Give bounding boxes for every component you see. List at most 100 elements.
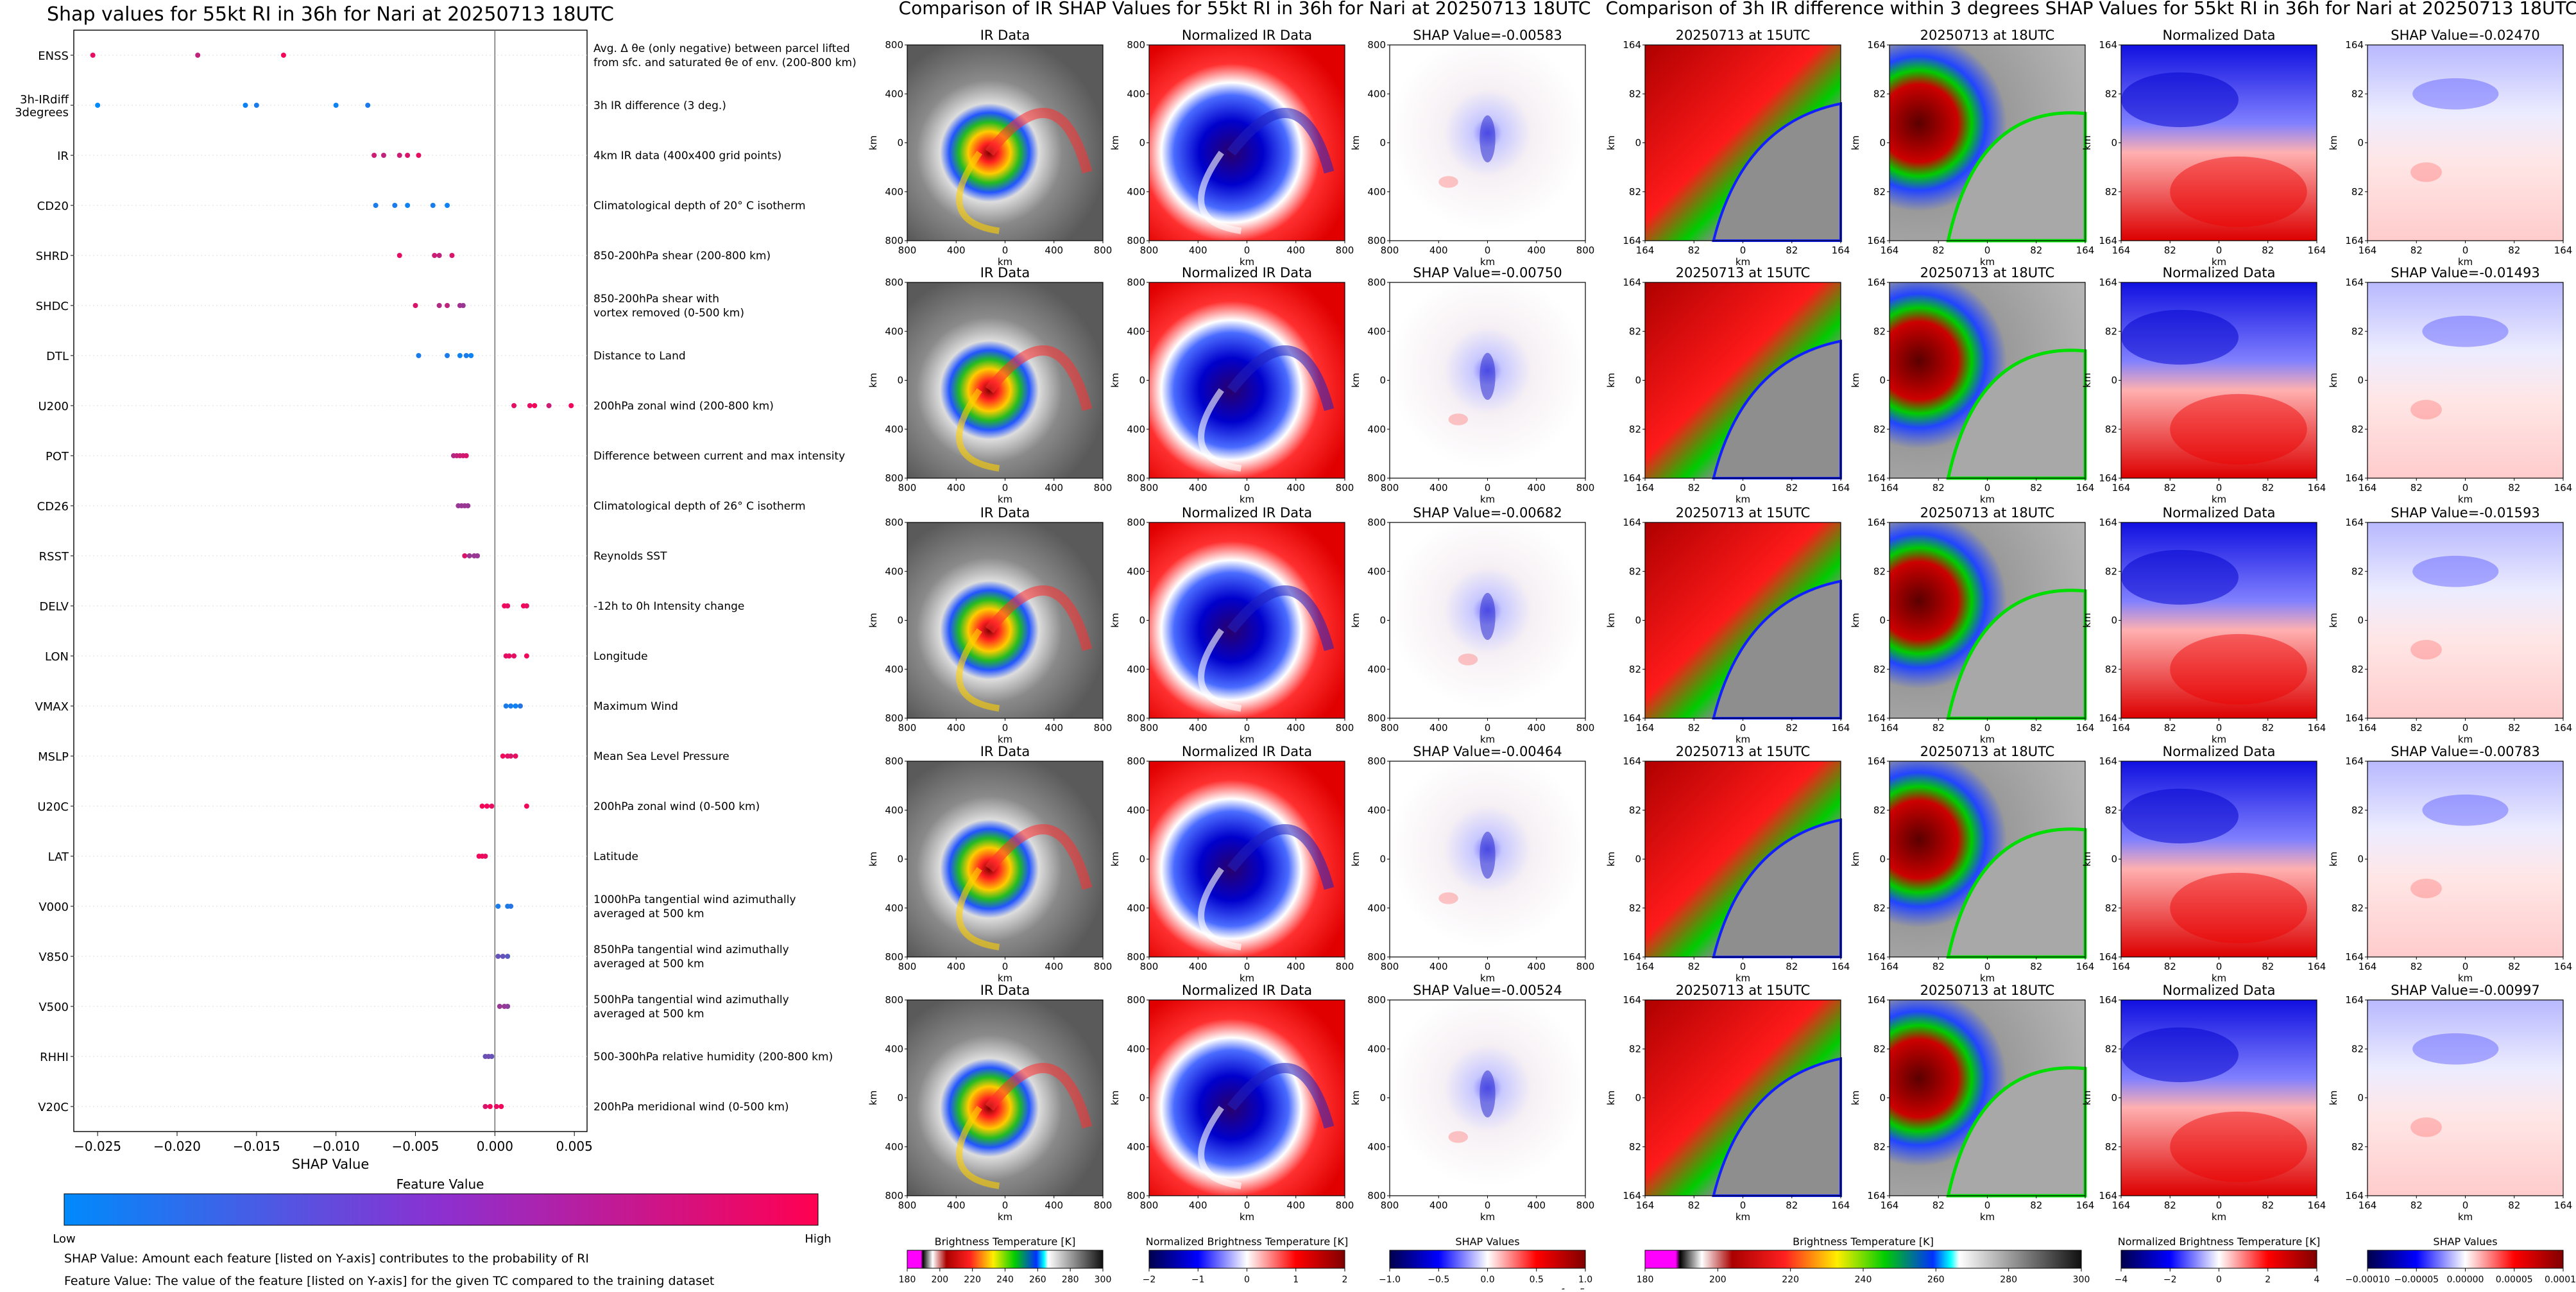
shap-blob bbox=[2410, 879, 2442, 899]
feature-label: CD26 bbox=[37, 500, 69, 513]
feature-label: V850 bbox=[38, 951, 69, 964]
x-tick-label: 0.000 bbox=[477, 1139, 513, 1154]
feature-label: LON bbox=[45, 650, 69, 664]
colorbar-tick-label: 1 bbox=[1293, 1275, 1299, 1285]
y-tick-label: 0 bbox=[2357, 137, 2364, 149]
shap-blob bbox=[2410, 1117, 2442, 1137]
x-tick-label: 800 bbox=[1576, 722, 1595, 734]
x-tick-label: 82 bbox=[2508, 245, 2520, 256]
x-axis-unit: km bbox=[1240, 494, 1254, 505]
x-tick-label: 164 bbox=[1881, 482, 1899, 494]
shap-hotspot bbox=[1480, 353, 1495, 400]
x-axis-unit: km bbox=[1736, 494, 1750, 505]
y-tick-label: 800 bbox=[885, 277, 903, 288]
x-tick-label: 0 bbox=[1485, 722, 1491, 734]
colorbar-tick-label: 180 bbox=[899, 1275, 916, 1285]
x-tick-label: 0 bbox=[2216, 245, 2222, 256]
y-tick-label: 82 bbox=[2351, 1141, 2364, 1153]
y-tick-label: 0 bbox=[1139, 137, 1145, 149]
panel-title: Normalized IR Data bbox=[1182, 505, 1312, 521]
x-tick-label: 400 bbox=[947, 245, 966, 256]
y-tick-label: 400 bbox=[885, 1043, 903, 1055]
x-tick-label: 0 bbox=[1002, 961, 1009, 972]
shap-blob bbox=[2410, 400, 2442, 420]
shap-point bbox=[511, 403, 516, 408]
plot-frame bbox=[74, 30, 587, 1132]
y-tick-label: 82 bbox=[2105, 424, 2117, 435]
shap-hotspot bbox=[1480, 593, 1495, 640]
y-tick-label: 82 bbox=[1629, 664, 1641, 675]
shap-point bbox=[195, 53, 200, 58]
norm-blob bbox=[2121, 1028, 2239, 1082]
x-tick-label: 800 bbox=[1576, 961, 1595, 972]
shap-point bbox=[392, 203, 397, 208]
x-tick-label: 400 bbox=[1045, 961, 1063, 972]
y-tick-label: 400 bbox=[885, 424, 903, 435]
feature-description: Longitude bbox=[593, 650, 648, 663]
x-axis-unit: km bbox=[2212, 1211, 2226, 1223]
x-tick-label: 82 bbox=[2262, 722, 2274, 734]
x-tick-label: 400 bbox=[1429, 482, 1448, 494]
x-tick-label: 0 bbox=[2462, 1200, 2469, 1211]
x-tick-label: 400 bbox=[947, 961, 966, 972]
shap-point bbox=[416, 353, 421, 358]
y-axis-unit: km bbox=[1109, 852, 1121, 866]
y-tick-label: 0 bbox=[1379, 854, 1386, 865]
y-axis-unit: km bbox=[1109, 373, 1121, 388]
y-tick-label: 82 bbox=[1873, 1043, 1886, 1055]
shap-point bbox=[416, 153, 421, 158]
colorbar-label: SHAP Values bbox=[2433, 1236, 2497, 1248]
colorbar-label: Normalized Brightness Temperature [K] bbox=[1146, 1236, 1349, 1248]
shap-point bbox=[468, 353, 473, 358]
colorbar-tick-label: 0 bbox=[1244, 1275, 1250, 1285]
y-axis-unit: km bbox=[2328, 1090, 2339, 1105]
colorbar-label: Brightness Temperature [K] bbox=[935, 1236, 1076, 1248]
feature-label: SHRD bbox=[36, 250, 69, 263]
x-tick-label: 800 bbox=[1094, 482, 1113, 494]
shap-point bbox=[524, 653, 529, 659]
y-axis-unit: km bbox=[1109, 1090, 1121, 1105]
y-tick-label: 0 bbox=[1379, 1092, 1386, 1104]
colorbar-high-label: High bbox=[805, 1232, 831, 1246]
panel-title: Normalized Data bbox=[2163, 744, 2276, 759]
shap-point bbox=[464, 453, 469, 458]
shap-point bbox=[507, 653, 512, 659]
x-tick-label: 82 bbox=[2164, 482, 2176, 494]
x-tick-label: 164 bbox=[1832, 961, 1850, 972]
y-tick-label: 82 bbox=[1629, 325, 1641, 337]
x-tick-label: 82 bbox=[2508, 722, 2520, 734]
colorbar-tick-label: 280 bbox=[1062, 1275, 1079, 1285]
colorbar-low-label: Low bbox=[53, 1232, 75, 1246]
x-tick-label: 164 bbox=[2112, 1200, 2131, 1211]
x-tick-label: −0.020 bbox=[153, 1139, 201, 1154]
colorbar-tick-label: 1.0 bbox=[1578, 1275, 1592, 1285]
y-axis-unit: km bbox=[1605, 852, 1617, 866]
x-tick-label: 800 bbox=[898, 482, 917, 494]
y-tick-label: 0 bbox=[2111, 615, 2117, 626]
x-tick-label: 0.005 bbox=[556, 1139, 593, 1154]
feature-description: Latitude bbox=[593, 850, 638, 863]
x-tick-label: 82 bbox=[2262, 245, 2274, 256]
panel-title: Normalized Data bbox=[2163, 983, 2276, 998]
x-tick-label: 164 bbox=[2358, 722, 2377, 734]
x-tick-label: 82 bbox=[2262, 961, 2274, 972]
colorbar-tick-label: 240 bbox=[1855, 1275, 1872, 1285]
y-axis-unit: km bbox=[1350, 613, 1361, 628]
feature-description: Reynolds SST bbox=[593, 550, 667, 563]
x-tick-label: 164 bbox=[2358, 245, 2377, 256]
panel-title: SHAP Value=-0.01593 bbox=[2391, 505, 2540, 521]
x-tick-label: 82 bbox=[1786, 961, 1798, 972]
x-tick-label: 164 bbox=[1832, 1200, 1850, 1211]
shap-point bbox=[495, 954, 500, 959]
y-tick-label: 0 bbox=[1139, 615, 1145, 626]
x-axis-unit: km bbox=[2458, 494, 2473, 505]
x-tick-label: 800 bbox=[1094, 961, 1113, 972]
y-tick-label: 400 bbox=[1367, 186, 1386, 198]
colorbar-tick-label: 300 bbox=[1095, 1275, 1112, 1285]
y-tick-label: 0 bbox=[1139, 854, 1145, 865]
y-tick-label: 400 bbox=[1127, 186, 1145, 198]
shap-blob bbox=[2422, 795, 2508, 826]
y-tick-label: 82 bbox=[2351, 186, 2364, 198]
y-tick-label: 800 bbox=[885, 39, 903, 51]
